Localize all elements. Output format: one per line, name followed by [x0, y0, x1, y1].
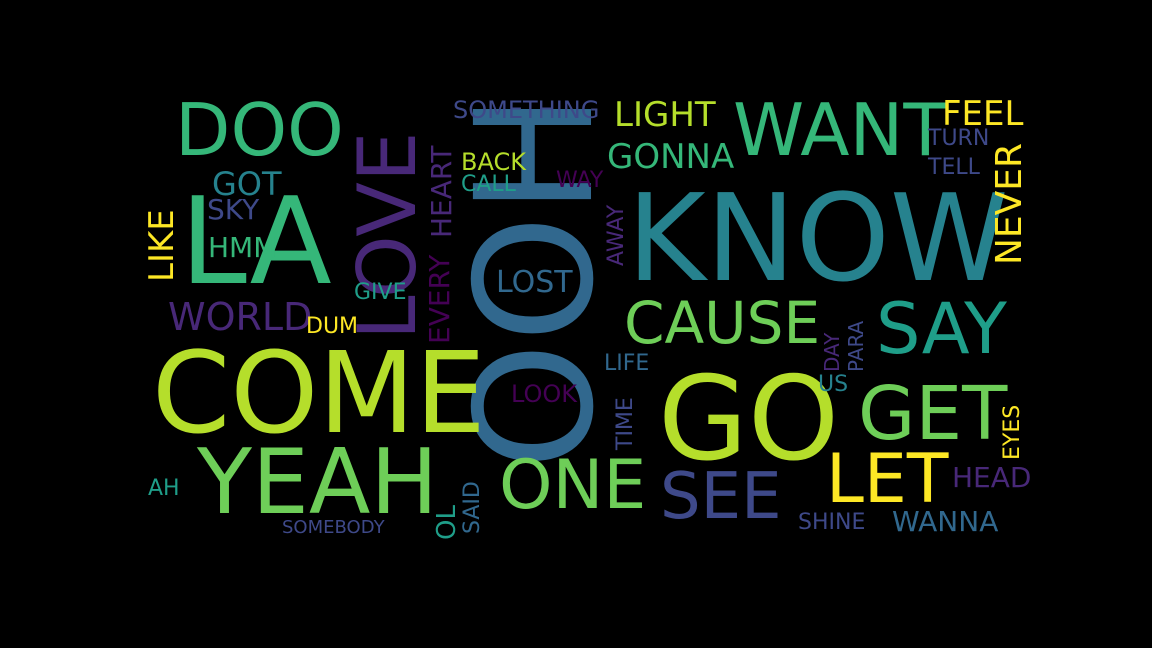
word-every: EVERY [423, 254, 456, 344]
word-para: PARA [844, 320, 868, 372]
word-call: CALL [461, 172, 516, 197]
word-feel: FEEL [942, 94, 1024, 134]
word-light: LIGHT [614, 95, 716, 135]
word-way: WAY [556, 168, 604, 193]
word-see: SEE [660, 460, 782, 534]
word-time: TIME [613, 397, 638, 450]
word-yeah: YEAH [197, 430, 439, 535]
word-shine: SHINE [798, 510, 866, 535]
word-world: WORLD [168, 295, 313, 339]
word-let: LET [826, 440, 949, 519]
word-love: LOVE [341, 131, 434, 340]
word-life: LIFE [604, 351, 650, 376]
word-back: BACK [461, 148, 526, 176]
word-say: SAY [876, 288, 1007, 370]
word-like: LIKE [142, 209, 182, 282]
word-said: SAID [460, 481, 485, 534]
word-want: WANT [733, 88, 948, 172]
word-hmm: HMM [208, 231, 278, 264]
word-sky: SKY [207, 193, 260, 226]
word-look: LOOK [511, 380, 578, 408]
word-one: ONE [499, 446, 647, 525]
word-day: DAY [820, 332, 844, 372]
word-somebody: SOMEBODY [282, 517, 385, 538]
word-ol: OL [432, 505, 462, 540]
word-us: US [818, 372, 849, 397]
word-wanna: WANNA [892, 505, 999, 538]
word-heart: HEART [425, 145, 458, 238]
word-come: COME [152, 329, 486, 459]
word-turn: TURN [928, 126, 990, 151]
word-doo: DOO [175, 88, 344, 172]
word-tell: TELL [928, 155, 980, 180]
word-away: AWAY [604, 204, 629, 266]
word-go: GO [658, 352, 840, 487]
word-got: GOT [212, 165, 282, 203]
word-lost: LOST [496, 265, 573, 300]
word-never: NEVER [989, 142, 1030, 265]
word-get: GET [858, 371, 1008, 457]
word-cause: CAUSE [624, 289, 821, 357]
word-give: GIVE [354, 280, 407, 305]
word-know: KNOW [627, 170, 1009, 309]
word-la: LA [180, 173, 332, 312]
word-ah: AH [148, 476, 180, 501]
word-something: SOMETHING [453, 96, 600, 124]
word-eyes: EYES [1000, 404, 1025, 460]
word-dum: DUM [306, 314, 359, 339]
word-gonna: GONNA [607, 137, 735, 177]
word-head: HEAD [952, 461, 1032, 494]
